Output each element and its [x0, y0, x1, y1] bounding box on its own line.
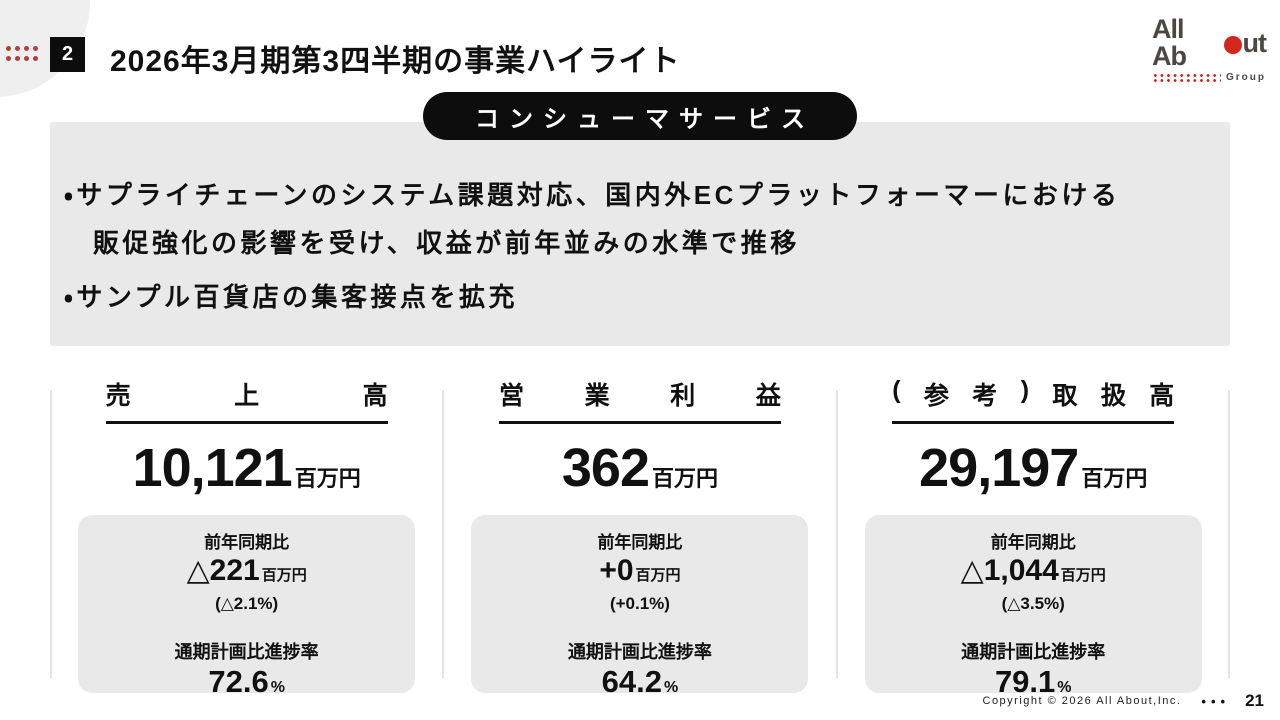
yoy-delta-number: △1,044: [960, 554, 1059, 587]
metric-value: 362 百万円: [443, 437, 836, 499]
bullet-line: ・サンプル百貨店の集客接点を拡充: [64, 282, 519, 312]
logo-subline: Group: [1152, 72, 1266, 83]
yoy-percent: (△3.5%): [1001, 594, 1065, 613]
metric-title: 営業利益: [498, 376, 781, 424]
footer: Copyright © 2026 All About,Inc. ••• 21: [983, 691, 1265, 711]
column-divider: [1228, 390, 1230, 678]
metric-column-sales: 売上高 10,121 百万円 前年同期比 △221 百万円 (△2.1%) 通期計画…: [50, 368, 443, 699]
bullet-line-continuation: 販促強化の影響を受け、収益が前年並みの水準で推移: [93, 228, 800, 258]
column-divider: [50, 390, 52, 678]
metric-value-unit: 百万円: [294, 466, 361, 491]
yoy-delta-unit: 百万円: [635, 567, 681, 584]
metric-title: 売上高: [105, 376, 388, 424]
metric-column-operating-profit: 営業利益 362 百万円 前年同期比 +0 百万円 (+0.1%) 通期計画比進捗率…: [443, 368, 836, 699]
allabout-group-logo: All Ab ut Group: [1152, 14, 1268, 83]
yoy-delta-number: △221: [186, 554, 260, 587]
yoy-percent: (△2.1%): [215, 594, 279, 613]
yoy-percent: (+0.1%): [609, 594, 670, 613]
metric-value-unit: 百万円: [651, 466, 718, 491]
progress-number: 64.2: [601, 664, 662, 699]
logo-wordmark: All Ab ut: [1152, 14, 1268, 71]
progress-number: 79.1: [994, 664, 1056, 699]
progress-unit: %: [270, 679, 285, 696]
metric-stats-box: 前年同期比 △221 百万円 (△2.1%) 通期計画比進捗率 72.6%: [78, 515, 416, 699]
footer-dots-icon: •••: [1201, 693, 1231, 709]
metric-value-number: 10,121: [132, 438, 293, 498]
bullet-line: ・サプライチェーンのシステム課題対応、国内外ECプラットフォーマーにおける: [64, 180, 1121, 210]
metric-stats-box: 前年同期比 +0 百万円 (+0.1%) 通期計画比進捗率 64.2%: [471, 515, 809, 699]
progress-value: 72.6%: [78, 665, 415, 705]
metric-value: 29,197 百万円: [837, 437, 1230, 499]
yoy-label: 前年同期比: [990, 533, 1076, 552]
slide-section-badge: 2: [50, 37, 85, 72]
section-pill-consumer-service: コンシューマサービス: [423, 92, 857, 140]
yoy-label: 前年同期比: [597, 533, 683, 552]
progress-number: 72.6: [208, 664, 269, 699]
logo-red-circle-icon: [1223, 35, 1242, 54]
logo-group-label: Group: [1226, 72, 1266, 83]
copyright-text: Copyright © 2026 All About,Inc.: [982, 695, 1182, 707]
progress-value: 64.2%: [471, 665, 808, 705]
page-title: 2026年3月期第3四半期の事業ハイライト: [110, 45, 681, 78]
column-divider: [836, 390, 838, 678]
logo-text-right: ut: [1242, 27, 1268, 58]
progress-label: 通期計画比進捗率: [961, 642, 1106, 662]
logo-text-left: All Ab: [1152, 14, 1187, 71]
progress-unit: %: [1057, 679, 1072, 696]
yoy-delta: △1,044 百万円: [865, 554, 1202, 593]
metric-stats-box: 前年同期比 △1,044 百万円 (△3.5%) 通期計画比進捗率 79.1%: [864, 515, 1202, 699]
yoy-delta-unit: 百万円: [261, 567, 307, 584]
summary-panel: [50, 122, 1230, 346]
metric-value-number: 29,197: [919, 438, 1079, 498]
progress-label: 通期計画比進捗率: [567, 642, 712, 662]
metric-column-transaction-volume: (参考) 取扱高 29,197 百万円 前年同期比 △1,044 百万円 (△3.5%…: [837, 368, 1230, 699]
yoy-delta: △221 百万円: [78, 554, 415, 593]
progress-label: 通期計画比進捗率: [174, 642, 319, 662]
column-divider: [442, 390, 444, 678]
red-dots-icon: [6, 46, 38, 61]
kpi-metrics-section: 売上高 10,121 百万円 前年同期比 △221 百万円 (△2.1%) 通期計画…: [50, 368, 1230, 699]
progress-value: 79.1%: [865, 665, 1202, 705]
metric-value-unit: 百万円: [1081, 466, 1148, 491]
progress-unit: %: [663, 679, 679, 696]
page-number: 21: [1245, 691, 1264, 710]
yoy-delta: +0 百万円: [471, 554, 808, 593]
metric-value: 10,121 百万円: [50, 437, 443, 499]
yoy-delta-unit: 百万円: [1060, 567, 1106, 584]
metric-title: (参考) 取扱高: [892, 376, 1175, 424]
yoy-delta-number: +0: [599, 554, 634, 587]
yoy-label: 前年同期比: [204, 533, 290, 552]
logo-dots-icon: [1152, 72, 1221, 83]
metric-value-number: 362: [561, 438, 650, 498]
summary-bullets: ・サプライチェーンのシステム課題対応、国内外ECプラットフォーマーにおける 販促…: [64, 171, 1120, 321]
